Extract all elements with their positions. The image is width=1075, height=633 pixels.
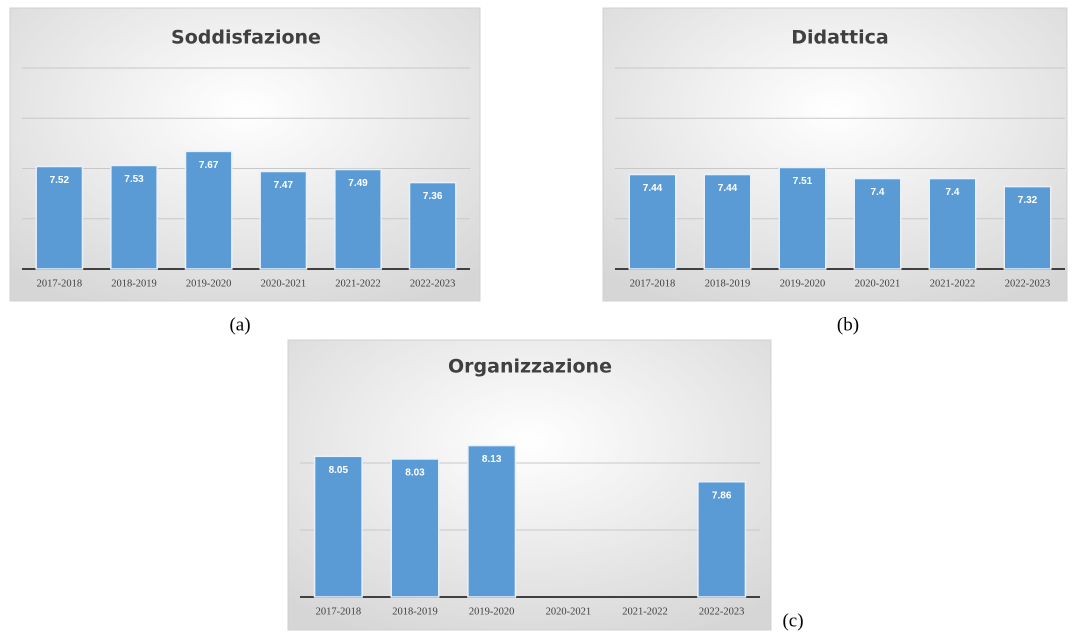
bar [628, 173, 677, 270]
chart-frame [9, 7, 481, 302]
value-label: 7.53 [124, 174, 144, 185]
value-label: 7.49 [348, 178, 368, 189]
x-tick-label: 2017-2018 [630, 278, 676, 289]
x-tick-label: 2021-2022 [622, 606, 668, 617]
x-tick-label: 2022-2023 [699, 606, 745, 617]
x-tick-label: 2017-2018 [316, 606, 362, 617]
value-label: 7.51 [793, 176, 813, 187]
x-tick-label: 2018-2019 [111, 278, 157, 289]
chart-title: Soddisfazione [171, 27, 321, 49]
chart-title: Didattica [791, 27, 888, 49]
x-tick-label: 2022-2023 [1005, 278, 1051, 289]
x-tick-label: 2022-2023 [410, 278, 456, 289]
value-label: 8.05 [329, 465, 349, 476]
x-tick-label: 2019-2020 [186, 278, 232, 289]
bar [697, 481, 747, 598]
value-label: 7.44 [643, 183, 663, 194]
bar [110, 164, 158, 270]
value-label: 7.44 [718, 183, 738, 194]
bar [778, 166, 827, 270]
value-label: 7.47 [274, 180, 294, 191]
value-label: 7.32 [1018, 195, 1038, 206]
chart-frame [287, 339, 772, 631]
caption: (a) [229, 314, 250, 335]
x-tick-label: 2020-2021 [855, 278, 901, 289]
x-tick-label: 2020-2021 [261, 278, 307, 289]
chart-title: Organizzazione [448, 356, 612, 378]
value-label: 8.13 [482, 454, 502, 465]
value-label: 7.4 [871, 187, 885, 198]
x-tick-label: 2019-2020 [780, 278, 826, 289]
x-tick-label: 2021-2022 [930, 278, 976, 289]
x-tick-label: 2021-2022 [335, 278, 381, 289]
x-tick-label: 2020-2021 [546, 606, 592, 617]
x-tick-label: 2018-2019 [392, 606, 438, 617]
bar [928, 177, 977, 270]
bar [408, 181, 457, 270]
value-label: 7.52 [50, 175, 70, 186]
caption: (b) [837, 314, 859, 335]
value-label: 7.67 [199, 160, 219, 171]
bar [1003, 185, 1052, 270]
bar [259, 170, 308, 270]
x-tick-label: 2018-2019 [705, 278, 751, 289]
bar [390, 458, 440, 598]
chart-frame [602, 7, 1068, 302]
value-label: 7.86 [712, 490, 732, 501]
bar [313, 455, 363, 598]
x-tick-label: 2017-2018 [37, 278, 83, 289]
caption: (c) [782, 610, 803, 631]
value-label: 8.03 [405, 468, 425, 479]
x-tick-label: 2019-2020 [469, 606, 515, 617]
bar [703, 173, 752, 270]
bar [853, 177, 902, 270]
bar [184, 150, 233, 270]
value-label: 7.36 [423, 191, 443, 202]
value-label: 7.4 [946, 187, 960, 198]
bar [35, 165, 84, 270]
bar [467, 444, 517, 598]
bar [334, 168, 382, 270]
